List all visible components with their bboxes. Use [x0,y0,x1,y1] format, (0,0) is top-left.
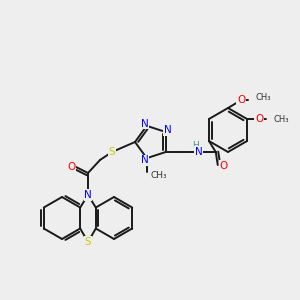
Text: N: N [164,125,172,135]
Text: O: O [255,114,263,124]
Text: O: O [220,161,228,171]
Text: S: S [109,147,115,157]
Text: H: H [192,142,199,151]
Text: CH₃: CH₃ [255,94,271,103]
Text: N: N [141,155,148,165]
Text: N: N [141,119,148,129]
Text: O: O [237,95,245,105]
Text: S: S [85,237,91,247]
Text: CH₃: CH₃ [273,115,289,124]
Text: O: O [67,162,75,172]
Text: N: N [195,147,202,157]
Text: CH₃: CH₃ [151,171,167,180]
Text: N: N [84,190,92,200]
